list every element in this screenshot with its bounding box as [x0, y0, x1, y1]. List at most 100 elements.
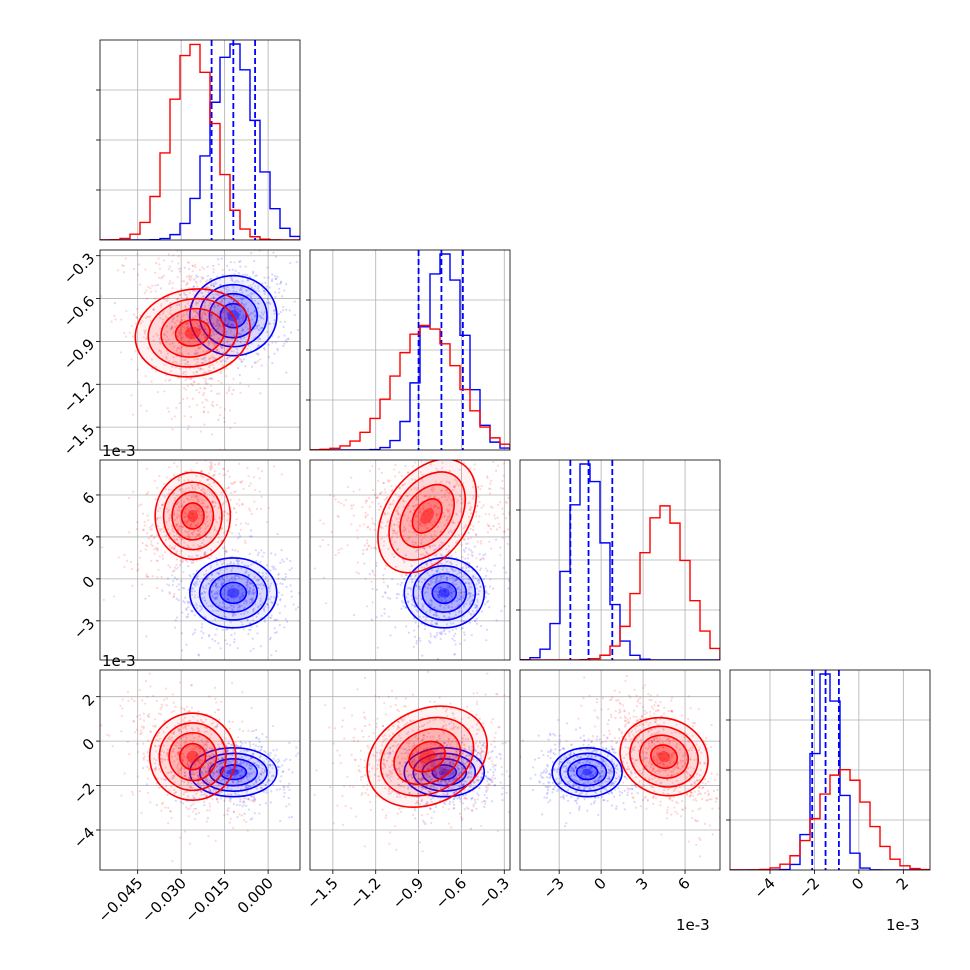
sample-point	[139, 717, 142, 721]
sample-point	[216, 317, 219, 321]
sample-point	[176, 494, 179, 497]
sample-point	[243, 612, 246, 615]
sample-point	[266, 330, 269, 334]
sample-point	[180, 337, 183, 340]
sample-point	[218, 324, 221, 327]
sample-point	[247, 327, 250, 330]
sample-point	[176, 319, 179, 322]
sample-point	[188, 842, 191, 845]
sample-point	[205, 336, 208, 339]
sample-point	[209, 604, 212, 607]
sample-point	[462, 594, 465, 597]
sample-point	[163, 333, 166, 337]
sample-point	[212, 296, 215, 299]
sample-point	[226, 606, 229, 609]
sample-point	[229, 767, 232, 770]
sample-point	[175, 567, 178, 571]
sample-point	[356, 529, 359, 532]
sample-point	[204, 491, 207, 494]
sample-point	[396, 530, 399, 534]
sample-point	[424, 443, 426, 445]
sample-point	[238, 504, 241, 507]
sample-point	[177, 535, 180, 538]
sample-point	[455, 513, 458, 516]
sample-point	[254, 744, 257, 747]
sample-point	[254, 299, 257, 302]
sample-point	[412, 645, 415, 648]
sample-point	[169, 309, 172, 312]
sample-point	[446, 586, 449, 589]
sample-point	[187, 555, 191, 558]
sample-point	[477, 580, 480, 583]
sample-point	[187, 509, 190, 512]
sample-point	[243, 304, 246, 307]
sample-point	[213, 500, 216, 503]
sample-point	[436, 568, 439, 571]
sample-point	[229, 621, 233, 624]
sample-point	[211, 638, 214, 641]
sample-point	[383, 567, 387, 570]
sample-point	[492, 460, 495, 464]
sample-point	[117, 556, 120, 559]
sample-point	[192, 310, 196, 313]
sample-point	[223, 320, 226, 324]
sample-point	[274, 291, 277, 294]
sample-point	[228, 579, 232, 582]
sample-point	[219, 647, 222, 650]
sample-point	[448, 549, 451, 552]
sample-point	[438, 590, 441, 594]
sample-point	[260, 311, 263, 314]
sample-point	[226, 519, 229, 522]
sample-point	[412, 604, 416, 607]
sample-point	[255, 787, 258, 790]
sample-point	[269, 751, 272, 754]
sample-point	[238, 606, 241, 609]
sample-point	[143, 524, 146, 527]
sample-point	[427, 582, 430, 586]
sample-point	[238, 498, 241, 501]
sample-point	[176, 276, 179, 279]
sample-point	[239, 762, 242, 765]
sample-point	[379, 505, 382, 508]
sample-point	[470, 599, 473, 602]
sample-point	[194, 496, 197, 499]
sample-point	[257, 764, 260, 767]
sample-point	[221, 581, 224, 584]
sample-point	[195, 559, 198, 562]
sample-point	[288, 803, 291, 806]
sample-point	[204, 286, 207, 289]
sample-point	[240, 358, 243, 361]
sample-point	[192, 381, 196, 384]
sample-point	[252, 795, 256, 798]
sample-point	[234, 793, 237, 796]
sample-point	[450, 563, 453, 566]
sample-point	[223, 579, 226, 583]
sample-point	[218, 293, 221, 296]
sample-point	[213, 333, 216, 336]
sample-point	[184, 507, 188, 511]
sample-point	[254, 488, 257, 492]
sample-point	[191, 384, 194, 387]
sample-point	[431, 485, 434, 489]
sample-point	[475, 617, 478, 620]
sample-point	[418, 511, 421, 514]
sample-point	[213, 356, 216, 359]
sample-point	[250, 293, 253, 296]
sample-point	[448, 630, 451, 633]
sample-point	[413, 508, 416, 511]
sample-point	[423, 566, 426, 569]
sample-point	[201, 368, 205, 371]
sample-point	[403, 482, 406, 486]
sample-point	[182, 571, 185, 574]
sample-point	[285, 758, 288, 761]
sample-point	[178, 524, 181, 528]
sample-point	[439, 605, 442, 608]
sample-point	[229, 585, 233, 588]
sample-point	[257, 467, 260, 470]
sample-point	[258, 812, 261, 815]
sample-point	[490, 479, 493, 482]
sample-point	[203, 505, 206, 508]
sample-point	[191, 316, 195, 319]
sample-point	[454, 606, 457, 609]
sample-point	[185, 607, 188, 610]
